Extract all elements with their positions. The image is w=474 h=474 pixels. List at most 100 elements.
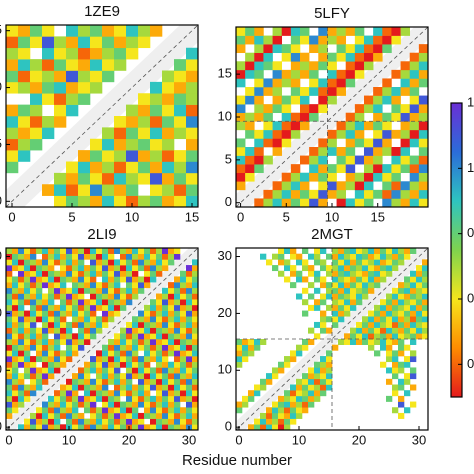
heatmap-cell	[308, 270, 315, 277]
heatmap-cell	[344, 287, 351, 294]
heatmap-cell	[132, 253, 139, 260]
heatmap-cell	[192, 378, 199, 385]
x-tick-label: 10	[325, 209, 339, 224]
heatmap-cell	[108, 276, 115, 283]
heatmap-cell	[373, 172, 383, 182]
heatmap-cell	[60, 356, 67, 363]
heatmap-cell	[6, 270, 13, 277]
heatmap-cell	[281, 198, 292, 208]
heatmap-cell	[386, 304, 393, 311]
heatmap-cell	[326, 282, 333, 289]
heatmap-cell	[338, 316, 345, 323]
heatmap-cell	[382, 198, 392, 208]
heatmap-cell	[48, 367, 55, 374]
heatmap-cell	[60, 350, 67, 357]
heatmap-cell	[42, 361, 49, 368]
heatmap-cell	[114, 304, 121, 311]
heatmap-cell	[180, 270, 187, 277]
heatmap-cell	[60, 253, 67, 260]
heatmap-cell	[24, 316, 31, 323]
heatmap-cell	[364, 155, 374, 165]
heatmap-cell	[386, 356, 393, 363]
heatmap-cell	[138, 424, 145, 431]
heatmap-cell	[320, 310, 327, 317]
heatmap-cell	[400, 27, 411, 36]
heatmap-cell	[302, 287, 309, 294]
heatmap-cell	[114, 299, 121, 306]
heatmap-cell	[36, 384, 43, 391]
heatmap-cell	[114, 407, 121, 414]
heatmap-cell	[180, 378, 187, 385]
heatmap-cell	[30, 270, 37, 277]
heatmap-cell	[362, 259, 369, 266]
heatmap-cell	[84, 253, 91, 260]
heatmap-cell	[90, 248, 97, 254]
heatmap-cell	[302, 407, 309, 414]
heatmap-cell	[30, 265, 37, 272]
heatmap-cell	[186, 361, 193, 368]
heatmap-cell	[409, 172, 420, 182]
heatmap-cell	[245, 155, 255, 165]
heatmap-cell	[356, 327, 363, 334]
heatmap-cell	[90, 395, 97, 402]
heatmap-cell	[132, 390, 139, 397]
heatmap-cell	[290, 44, 301, 54]
heatmap-cell	[290, 95, 301, 105]
heatmap-cell	[90, 418, 97, 425]
heatmap-cell	[66, 356, 73, 363]
heatmap-cell	[120, 299, 127, 306]
heatmap-cell	[114, 293, 121, 300]
heatmap-cell	[382, 44, 392, 54]
heatmap-cell	[180, 316, 187, 323]
heatmap-cell	[6, 282, 13, 289]
heatmap-cell	[364, 95, 374, 105]
heatmap-cell	[90, 327, 97, 334]
heatmap-cell	[245, 52, 255, 62]
heatmap-cell	[302, 373, 309, 380]
heatmap-cell	[422, 299, 429, 306]
heatmap-cell	[236, 407, 243, 414]
heatmap-cell	[326, 304, 333, 311]
heatmap-cell	[144, 424, 151, 431]
heatmap-cell	[290, 69, 301, 79]
heatmap-cell	[150, 378, 157, 385]
heatmap-cell	[72, 316, 79, 323]
heatmap-cell	[138, 327, 145, 334]
heatmap-cell	[126, 282, 133, 289]
heatmap-cell	[309, 87, 319, 96]
heatmap-cell	[162, 367, 169, 374]
heatmap-cell	[12, 282, 19, 289]
heatmap-cell	[90, 195, 103, 208]
heatmap-cell	[150, 138, 163, 151]
heatmap-cell	[174, 316, 181, 323]
heatmap-cell	[144, 407, 151, 414]
heatmap-cell	[422, 321, 429, 328]
heatmap-cell	[404, 356, 411, 363]
heatmap-cell	[364, 198, 374, 208]
heatmap-cell	[186, 270, 193, 277]
heatmap-cell	[42, 412, 49, 419]
heatmap-cell	[126, 248, 133, 254]
heatmap-cell	[66, 81, 79, 94]
heatmap-cell	[400, 181, 411, 191]
heatmap-cell	[156, 401, 163, 408]
heatmap-cell	[78, 287, 85, 294]
heatmap-cell	[120, 293, 127, 300]
heatmap-cell	[326, 367, 333, 374]
heatmap-cell	[382, 189, 392, 199]
heatmap-cell	[54, 253, 61, 260]
heatmap-cell	[78, 401, 85, 408]
heatmap-cell	[242, 401, 249, 408]
heatmap-cell	[236, 44, 246, 54]
heatmap-cell	[48, 270, 55, 277]
heatmap-cell	[272, 27, 283, 36]
heatmap-cell	[278, 424, 285, 431]
heatmap-cell	[391, 198, 401, 208]
heatmap-cell	[132, 401, 139, 408]
heatmap-cell	[320, 299, 327, 306]
heatmap-cell	[102, 390, 109, 397]
heatmap-cell	[356, 299, 363, 306]
heatmap-cell	[404, 287, 411, 294]
heatmap-cell	[186, 161, 199, 174]
